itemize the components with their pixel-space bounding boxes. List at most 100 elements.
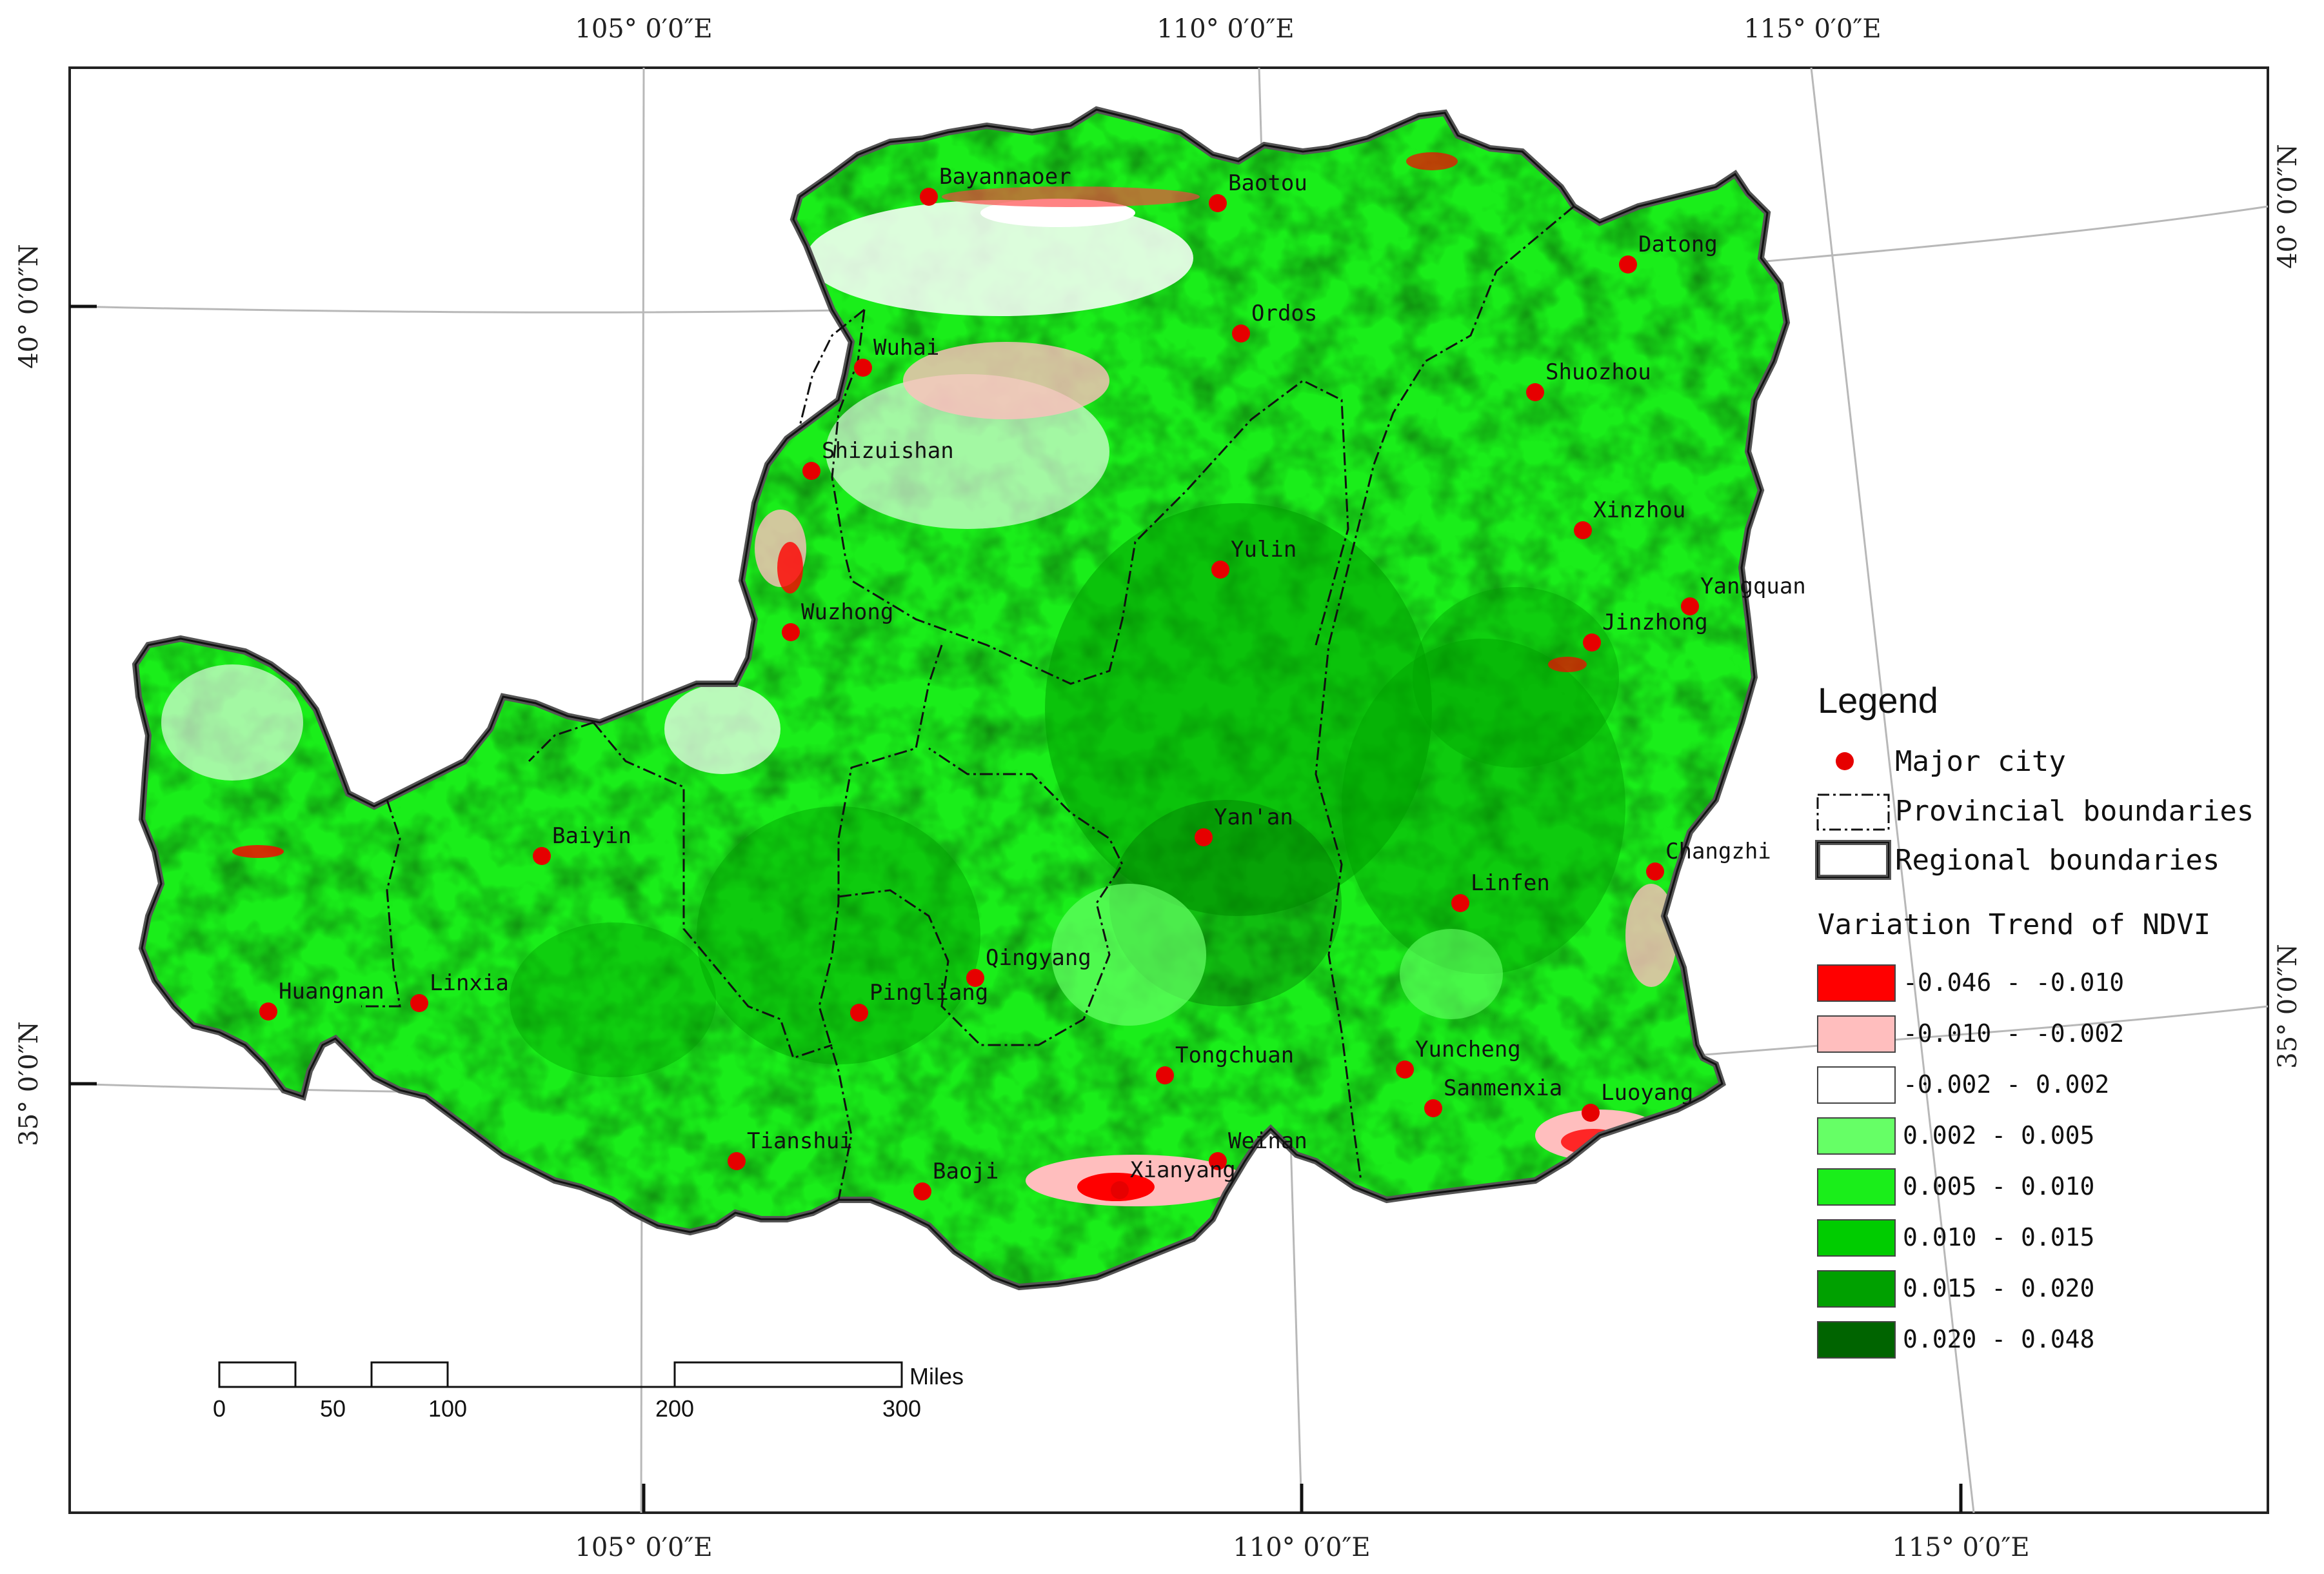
city-label: Linxia	[430, 970, 509, 996]
city-marker	[1582, 1104, 1600, 1122]
scale-tick-label: 50	[320, 1395, 346, 1422]
city-label: Jinzhong	[1602, 610, 1708, 635]
lat-label-right-35: 35° 0′0″N	[2273, 944, 2303, 1069]
city-label: Pingliang	[869, 980, 988, 1006]
city-label: Yan'an	[1214, 804, 1293, 830]
city-label: Shuozhou	[1545, 359, 1651, 385]
graticule-labels: 105° 0′0″E 110° 0′0″E 115° 0′0″E 105° 0′…	[14, 14, 2303, 1562]
city-label: Sanmenxia	[1444, 1075, 1562, 1101]
city-label: Luoyang	[1601, 1080, 1693, 1106]
legend-class-label: -0.010 - -0.002	[1903, 1019, 2124, 1048]
city-label: Wuzhong	[801, 599, 893, 625]
city-marker	[1619, 255, 1637, 274]
scale-tick-label: 200	[655, 1395, 694, 1422]
legend-swatch	[1817, 1219, 1896, 1257]
lon-label-top-110: 110° 0′0″E	[1157, 14, 1294, 44]
city-marker	[854, 359, 872, 377]
legend-swatch	[1817, 1321, 1896, 1359]
city-label: Shizuishan	[822, 438, 954, 464]
legend-class-label: 0.020 - 0.048	[1903, 1325, 2094, 1353]
city-marker	[1681, 597, 1699, 615]
city-marker	[920, 188, 938, 206]
legend-provincial-swatch	[1816, 793, 1890, 831]
city-label: Xianyang	[1130, 1157, 1236, 1183]
legend-swatch	[1817, 1117, 1896, 1155]
scale-unit: Miles	[909, 1363, 964, 1390]
city-marker	[1424, 1099, 1442, 1117]
legend-class-label: 0.005 - 0.010	[1903, 1172, 2094, 1200]
city-marker	[1451, 894, 1469, 912]
legend-swatch	[1817, 1168, 1896, 1206]
lon-label-top-105: 105° 0′0″E	[575, 14, 712, 44]
city-layer: Bayannaoer Baotou Datong Ordos Wuhai Shuozhou…	[259, 164, 1806, 1200]
city-marker	[1646, 862, 1664, 881]
scale-tick-label: 100	[428, 1395, 467, 1422]
city-label: Datong	[1638, 232, 1718, 257]
city-marker	[1232, 324, 1250, 343]
legend-class-label: 0.015 - 0.020	[1903, 1274, 2094, 1302]
city-marker	[966, 969, 984, 987]
city-marker	[850, 1004, 868, 1022]
city-marker	[1526, 383, 1544, 401]
scale-tick-label: 300	[882, 1395, 921, 1422]
city-marker	[1156, 1066, 1174, 1084]
legend-provincial-label: Provincial boundaries	[1895, 795, 2254, 828]
legend: Legend Major city Provincial boundaries …	[1815, 680, 2254, 1359]
city-marker	[802, 462, 820, 480]
legend-class-label: 0.010 - 0.015	[1903, 1223, 2094, 1251]
city-label: Qingyang	[986, 945, 1091, 971]
legend-class-label: -0.046 - -0.010	[1903, 968, 2124, 997]
city-label: Linfen	[1471, 870, 1550, 896]
city-marker	[1396, 1061, 1414, 1079]
legend-class-list: -0.046 - -0.010 -0.010 - -0.002 -0.002 - 0…	[1817, 964, 2124, 1359]
legend-swatch	[1817, 1015, 1896, 1053]
city-label: Wuhai	[873, 335, 939, 361]
city-label: Yuncheng	[1415, 1037, 1521, 1062]
city-label: Yulin	[1231, 537, 1296, 563]
lat-label-right-40: 40° 0′0″N	[2273, 144, 2303, 269]
legend-swatch	[1817, 964, 1896, 1002]
lat-label-left-40: 40° 0′0″N	[14, 244, 44, 369]
city-marker	[1211, 561, 1229, 579]
city-marker	[728, 1152, 746, 1170]
city-label: Tongchuan	[1175, 1042, 1294, 1068]
lon-label-bottom-105: 105° 0′0″E	[575, 1533, 712, 1562]
city-marker	[1209, 194, 1227, 212]
provincial-boundaries	[361, 205, 1574, 1200]
graticule-ticks	[70, 304, 1963, 1513]
city-marker	[1574, 521, 1592, 539]
legend-class-label: 0.002 - 0.005	[1903, 1121, 2094, 1150]
legend-ndvi-title: Variation Trend of NDVI	[1818, 908, 2210, 941]
city-label: Ordos	[1251, 301, 1317, 326]
legend-regional-swatch	[1815, 840, 1891, 880]
city-marker	[1195, 828, 1213, 846]
city-label: Bayannaoer	[939, 164, 1071, 190]
city-marker	[259, 1002, 277, 1021]
legend-title: Legend	[1818, 680, 1938, 721]
legend-swatch	[1817, 1270, 1896, 1308]
legend-city-label: Major city	[1895, 745, 2066, 778]
city-label: Yangquan	[1700, 573, 1806, 599]
scale-tick-label: 0	[213, 1395, 226, 1422]
lon-label-top-115: 115° 0′0″E	[1743, 14, 1881, 44]
lat-label-left-35: 35° 0′0″N	[14, 1021, 44, 1146]
legend-class-label: -0.002 - 0.002	[1903, 1070, 2109, 1099]
city-marker	[1209, 1152, 1227, 1170]
city-marker	[533, 847, 551, 865]
legend-city-marker	[1836, 752, 1854, 770]
city-label: Xinzhou	[1593, 497, 1685, 523]
city-label: Changzhi	[1665, 839, 1771, 864]
city-label: Baoji	[933, 1159, 998, 1184]
city-label: Baotou	[1228, 170, 1307, 196]
city-label: Huangnan	[279, 979, 384, 1004]
lon-label-bottom-115: 115° 0′0″E	[1892, 1533, 2029, 1562]
city-marker	[410, 994, 428, 1012]
city-marker	[913, 1182, 931, 1200]
lon-label-bottom-110: 110° 0′0″E	[1233, 1533, 1370, 1562]
city-label: Tianshui	[747, 1128, 853, 1154]
city-label: Weinan	[1228, 1128, 1307, 1154]
legend-regional-label: Regional boundaries	[1895, 844, 2220, 877]
scale-bar: Miles 0 50 100 200 300	[213, 1361, 964, 1422]
city-marker	[1583, 633, 1601, 652]
